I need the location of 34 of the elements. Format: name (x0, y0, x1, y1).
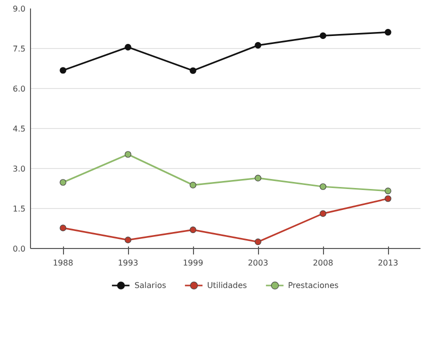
point (124, 236, 132, 244)
point (60, 67, 66, 74)
point (190, 67, 196, 74)
legend-label: Prestaciones (288, 280, 339, 290)
point (320, 183, 326, 190)
x-tick-label: 1999 (182, 258, 204, 268)
y-tick-label: 9.0 (12, 4, 26, 14)
y-tick-label: 0.0 (12, 244, 26, 254)
legend-label: Utilidades (207, 280, 247, 290)
x-tick-label: 1993 (118, 258, 138, 268)
y-tick-label: 4.5 (12, 124, 26, 134)
y-tick-label: 7.5 (12, 44, 26, 54)
point (190, 226, 196, 234)
point (254, 174, 262, 182)
x-tick-label: 2013 (378, 258, 398, 268)
y-tick-label: 1.5 (12, 204, 26, 214)
point (124, 44, 132, 50)
point (384, 195, 392, 202)
x-tick-label: 2008 (312, 258, 334, 268)
point (60, 179, 66, 186)
point (320, 210, 326, 217)
point (320, 32, 326, 39)
x-tick-label: 1988 (52, 258, 74, 268)
point (384, 28, 392, 36)
point (190, 182, 196, 188)
point (254, 238, 262, 246)
point (254, 42, 262, 49)
x-tick-label: 2003 (248, 258, 268, 268)
y-tick-label: 3.0 (12, 164, 26, 174)
y-tick-label: 6.0 (12, 84, 26, 94)
point (60, 224, 66, 232)
legend-label: Salarios (134, 280, 166, 290)
point (124, 151, 132, 158)
point (384, 188, 392, 194)
